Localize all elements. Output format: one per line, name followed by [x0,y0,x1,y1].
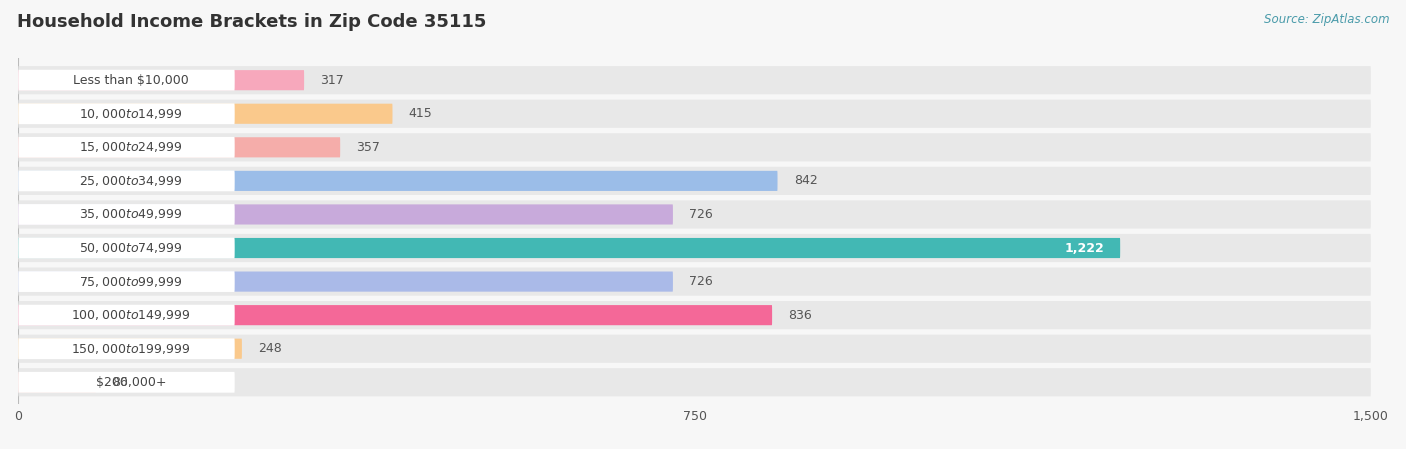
Text: 357: 357 [357,141,380,154]
Text: Less than $10,000: Less than $10,000 [73,74,188,87]
Text: 1,222: 1,222 [1064,242,1104,255]
Text: $150,000 to $199,999: $150,000 to $199,999 [72,342,191,356]
FancyBboxPatch shape [18,372,235,393]
Text: 317: 317 [321,74,344,87]
FancyBboxPatch shape [18,338,235,359]
Text: 836: 836 [789,308,813,321]
Text: Source: ZipAtlas.com: Source: ZipAtlas.com [1264,13,1389,26]
Text: Household Income Brackets in Zip Code 35115: Household Income Brackets in Zip Code 35… [17,13,486,31]
Text: $50,000 to $74,999: $50,000 to $74,999 [79,241,183,255]
FancyBboxPatch shape [18,100,1371,128]
Text: 842: 842 [794,174,817,187]
Text: $35,000 to $49,999: $35,000 to $49,999 [79,207,183,221]
FancyBboxPatch shape [18,368,1371,396]
FancyBboxPatch shape [18,171,235,191]
FancyBboxPatch shape [18,268,1371,296]
FancyBboxPatch shape [18,305,772,325]
FancyBboxPatch shape [18,103,235,124]
FancyBboxPatch shape [18,70,304,90]
Text: 248: 248 [259,342,281,355]
FancyBboxPatch shape [18,104,392,124]
FancyBboxPatch shape [18,167,1371,195]
FancyBboxPatch shape [18,70,235,91]
FancyBboxPatch shape [18,171,778,191]
FancyBboxPatch shape [18,305,235,326]
FancyBboxPatch shape [18,137,340,158]
FancyBboxPatch shape [18,238,1121,258]
Text: $200,000+: $200,000+ [96,376,166,389]
FancyBboxPatch shape [18,200,1371,229]
FancyBboxPatch shape [18,301,1371,329]
Text: $15,000 to $24,999: $15,000 to $24,999 [79,141,183,154]
FancyBboxPatch shape [18,339,242,359]
Text: 415: 415 [409,107,433,120]
Text: 86: 86 [112,376,128,389]
FancyBboxPatch shape [18,204,673,224]
Text: 726: 726 [689,275,713,288]
Text: 726: 726 [689,208,713,221]
Text: $75,000 to $99,999: $75,000 to $99,999 [79,275,183,289]
FancyBboxPatch shape [18,272,673,292]
Text: $25,000 to $34,999: $25,000 to $34,999 [79,174,183,188]
FancyBboxPatch shape [18,372,96,392]
Text: $100,000 to $149,999: $100,000 to $149,999 [72,308,191,322]
FancyBboxPatch shape [18,66,1371,94]
Text: $10,000 to $14,999: $10,000 to $14,999 [79,107,183,121]
FancyBboxPatch shape [18,271,235,292]
FancyBboxPatch shape [18,234,1371,262]
FancyBboxPatch shape [18,238,235,259]
FancyBboxPatch shape [18,133,1371,162]
FancyBboxPatch shape [18,137,235,158]
FancyBboxPatch shape [18,335,1371,363]
FancyBboxPatch shape [18,204,235,225]
